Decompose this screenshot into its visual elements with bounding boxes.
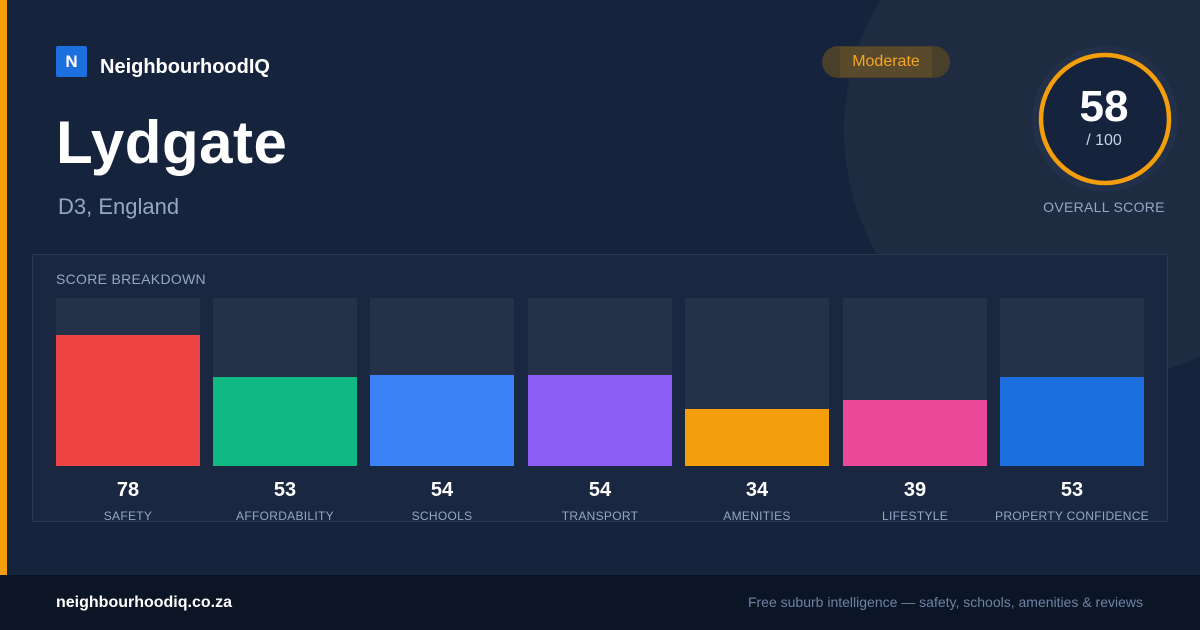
bar-track: [213, 298, 357, 466]
bar-value: 78: [56, 479, 200, 502]
bar-value: 53: [213, 479, 357, 502]
bar-fill: [56, 335, 200, 466]
bar-track: [1000, 298, 1144, 466]
bar-track: [528, 298, 672, 466]
bar-fill: [370, 375, 514, 466]
bar-fill: [528, 375, 672, 466]
bar-value: 54: [370, 479, 514, 502]
bar-track: [56, 298, 200, 466]
bar-track: [843, 298, 987, 466]
bar-track: [370, 298, 514, 466]
score-breakdown-bars: 78 SAFETY 53 AFFORDABILITY 54 SCHOOLS 54 TRANSP…: [0, 0, 1200, 575]
bar-value: 53: [1000, 479, 1144, 502]
bar-track: [685, 298, 829, 466]
bar-value: 39: [843, 479, 987, 502]
bar-label: LIFESTYLE: [833, 509, 997, 523]
share-card: N NeighbourhoodIQ Moderate Lydgate D3, E…: [0, 0, 1200, 575]
bar-fill: [685, 409, 829, 466]
bar-label: TRANSPORT: [518, 509, 682, 523]
bar-fill: [1000, 377, 1144, 466]
bar-label: PROPERTY CONFIDENCE: [990, 509, 1154, 523]
bar-value: 34: [685, 479, 829, 502]
bar-label: AMENITIES: [675, 509, 839, 523]
footer-url[interactable]: neighbourhoodiq.co.za: [56, 594, 232, 612]
bar-label: SCHOOLS: [360, 509, 524, 523]
bar-fill: [213, 377, 357, 466]
bar-value: 54: [528, 479, 672, 502]
bar-label: SAFETY: [46, 509, 210, 523]
bar-label: AFFORDABILITY: [203, 509, 367, 523]
footer-tagline: Free suburb intelligence — safety, schoo…: [748, 594, 1143, 610]
bar-fill: [843, 400, 987, 466]
